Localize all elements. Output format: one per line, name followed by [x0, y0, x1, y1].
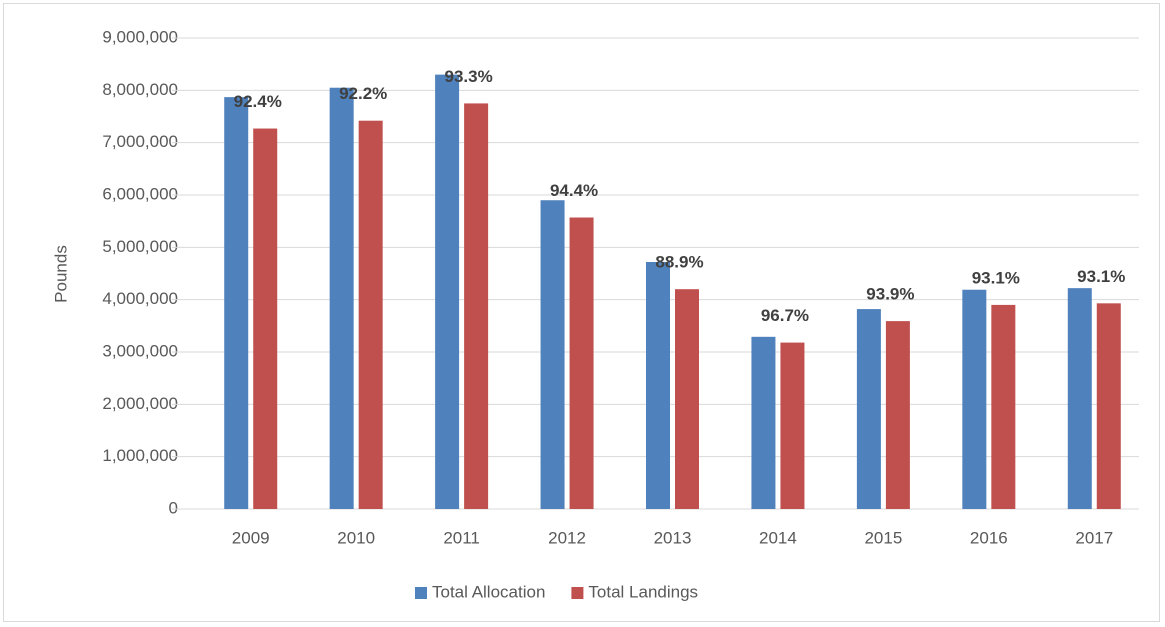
- bar: [646, 261, 670, 509]
- x-tick-label: 2009: [232, 528, 270, 547]
- bar: [885, 321, 910, 509]
- legend-label: Total Landings: [588, 582, 698, 601]
- legend-label: Total Allocation: [432, 582, 545, 601]
- y-tick-label: 0: [169, 498, 178, 517]
- bar: [675, 289, 699, 509]
- annotation: 92.2%: [339, 84, 387, 103]
- x-tick-label: 2013: [654, 528, 692, 547]
- annotation: 92.4%: [234, 92, 282, 111]
- annotation: 93.1%: [1077, 267, 1125, 286]
- bar: [1096, 303, 1121, 509]
- bar: [1067, 288, 1092, 509]
- bar: [751, 336, 776, 509]
- x-tick-label: 2016: [970, 528, 1008, 547]
- bar: [435, 74, 460, 509]
- bar: [358, 120, 383, 509]
- chart-border: [3, 3, 1160, 622]
- bar: [540, 200, 565, 509]
- bar: [569, 217, 594, 509]
- annotation: 94.4%: [550, 181, 598, 200]
- annotation: 93.1%: [972, 268, 1020, 287]
- bar: [991, 304, 1016, 509]
- y-tick-label: 8,000,000: [102, 80, 178, 99]
- x-tick-label: 2010: [337, 528, 375, 547]
- x-tick-label: 2011: [443, 528, 480, 547]
- bar: [962, 289, 987, 509]
- y-tick-label: 2,000,000: [102, 394, 178, 413]
- legend-swatch: [415, 587, 427, 599]
- y-tick-label: 7,000,000: [102, 132, 178, 151]
- y-tick-label: 5,000,000: [102, 237, 178, 256]
- bar: [464, 103, 489, 510]
- bar: [224, 97, 249, 510]
- annotation: 96.7%: [761, 306, 809, 325]
- legend-swatch: [571, 587, 584, 599]
- bar: [253, 128, 278, 509]
- bar: [780, 342, 805, 509]
- annotation: 93.3%: [445, 67, 493, 86]
- x-tick-label: 2012: [548, 528, 586, 547]
- bar: [856, 309, 881, 509]
- y-tick-label: 6,000,000: [102, 184, 178, 203]
- y-tick-label: 9,000,000: [102, 27, 178, 46]
- y-tick-label: 4,000,000: [102, 289, 178, 308]
- annotation: 88.9%: [655, 253, 703, 272]
- x-tick-label: 2015: [864, 528, 902, 547]
- bar: [329, 87, 354, 509]
- y-tick-label: 1,000,000: [102, 446, 178, 465]
- annotation: 93.9%: [866, 285, 914, 304]
- y-tick-label: 3,000,000: [102, 341, 178, 360]
- y-axis-label: Pounds: [51, 245, 70, 303]
- x-tick-label: 2014: [759, 528, 797, 547]
- x-tick-label: 2017: [1075, 528, 1113, 547]
